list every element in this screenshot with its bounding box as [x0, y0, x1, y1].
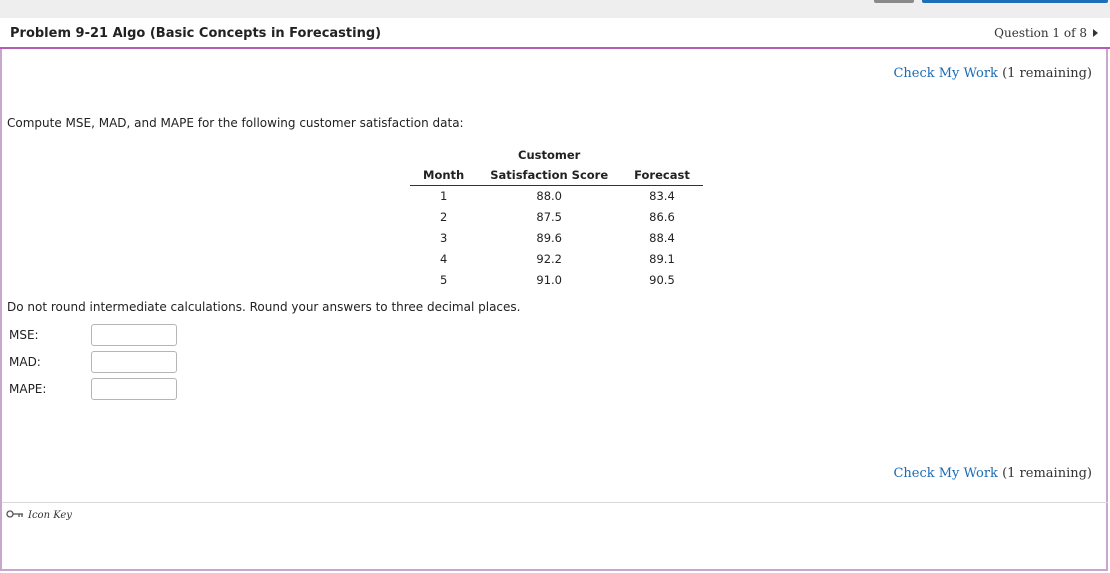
problem-title: Problem 9-21 Algo (Basic Concepts in For… — [10, 26, 382, 41]
mad-label: MAD: — [9, 355, 41, 369]
header-blank-forecast — [621, 145, 703, 165]
problem-prompt: Compute MSE, MAD, and MAPE for the follo… — [7, 116, 464, 130]
table-row: 4 92.2 89.1 — [410, 249, 703, 270]
mad-input[interactable] — [91, 351, 177, 373]
table-row: 2 87.5 86.6 — [410, 207, 703, 228]
mape-input[interactable] — [91, 378, 177, 400]
forecast-cell: 83.4 — [649, 189, 675, 203]
top-toolbar — [0, 0, 1110, 18]
header-blank-month — [410, 145, 477, 165]
month-cell: 2 — [439, 210, 448, 224]
month-cell: 1 — [439, 189, 448, 203]
score-cell: 91.0 — [536, 273, 562, 287]
mape-label: MAPE: — [9, 382, 47, 396]
table-row: 3 89.6 88.4 — [410, 228, 703, 249]
score-cell: 92.2 — [536, 252, 562, 266]
mse-label: MSE: — [9, 328, 39, 342]
check-my-work-bottom: Check My Work (1 remaining) — [893, 466, 1092, 481]
problem-header: Problem 9-21 Algo (Basic Concepts in For… — [0, 18, 1110, 49]
footer-divider — [2, 502, 1108, 503]
score-cell: 87.5 — [536, 210, 562, 224]
toolbar-button-blue[interactable] — [922, 0, 1108, 3]
month-cell: 4 — [439, 252, 448, 266]
table-row: 1 88.0 83.4 — [410, 186, 703, 208]
toolbar-button-gray[interactable] — [874, 0, 914, 3]
forecast-cell: 89.1 — [649, 252, 675, 266]
mse-row: MSE: — [9, 324, 177, 346]
satisfaction-table: Customer Month Satisfaction Score Foreca… — [410, 145, 703, 291]
icon-key-label: Icon Key — [28, 510, 72, 521]
forecast-cell: 86.6 — [649, 210, 675, 224]
header-month: Month — [410, 165, 478, 186]
table-row: 5 91.0 90.5 — [410, 270, 703, 291]
question-counter: Question 1 of 8 — [994, 26, 1087, 40]
icon-key[interactable]: Icon Key — [6, 509, 72, 522]
score-cell: 88.0 — [536, 189, 562, 203]
forecast-cell: 90.5 — [649, 273, 675, 287]
next-question-icon[interactable] — [1093, 29, 1098, 37]
rounding-instructions: Do not round intermediate calculations. … — [7, 300, 521, 314]
header-forecast: Forecast — [621, 165, 703, 186]
header-score-line2: Satisfaction Score — [477, 165, 622, 186]
forecast-cell: 88.4 — [649, 231, 675, 245]
problem-frame — [0, 49, 1108, 571]
check-my-work-link[interactable]: Check My Work — [893, 66, 998, 81]
question-navigation: Question 1 of 8 — [994, 26, 1098, 40]
key-icon — [6, 509, 24, 522]
mape-row: MAPE: — [9, 378, 177, 400]
score-cell: 89.6 — [536, 231, 562, 245]
check-my-work-link[interactable]: Check My Work — [893, 466, 998, 481]
remaining-count: (1 remaining) — [1002, 66, 1092, 81]
mad-row: MAD: — [9, 351, 177, 373]
month-cell: 5 — [439, 273, 448, 287]
remaining-count: (1 remaining) — [1002, 466, 1092, 481]
header-score-line1: Customer — [518, 148, 581, 162]
month-cell: 3 — [439, 231, 448, 245]
check-my-work-top: Check My Work (1 remaining) — [893, 66, 1092, 81]
mse-input[interactable] — [91, 324, 177, 346]
